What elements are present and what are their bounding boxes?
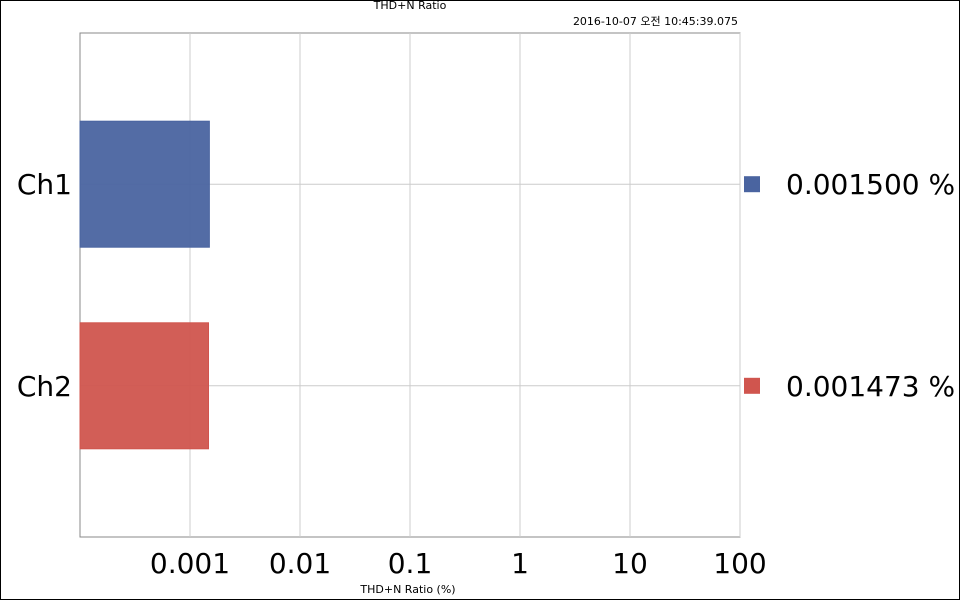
- bar: [79, 120, 210, 248]
- x-tick-label: 10: [612, 547, 648, 580]
- timestamp: 2016-10-07 오전 10:45:39.075: [573, 15, 738, 28]
- x-tick-label: 100: [713, 547, 766, 580]
- x-tick-label: 1: [511, 547, 529, 580]
- x-tick-label: 0.1: [388, 547, 433, 580]
- value-label: 0.001473 %: [786, 370, 955, 403]
- x-tick-label: 0.01: [269, 547, 331, 580]
- value-label: 0.001500 %: [786, 168, 955, 201]
- x-tick-label: 0.001: [150, 547, 230, 580]
- legend-swatch: [744, 377, 760, 394]
- y-tick-label: Ch1: [17, 168, 72, 201]
- chart-title: THD+N Ratio: [373, 0, 447, 12]
- y-tick-label: Ch2: [17, 370, 72, 403]
- bar: [79, 322, 210, 450]
- legend-swatch: [744, 176, 760, 193]
- x-axis-label: THD+N Ratio (%): [359, 583, 455, 596]
